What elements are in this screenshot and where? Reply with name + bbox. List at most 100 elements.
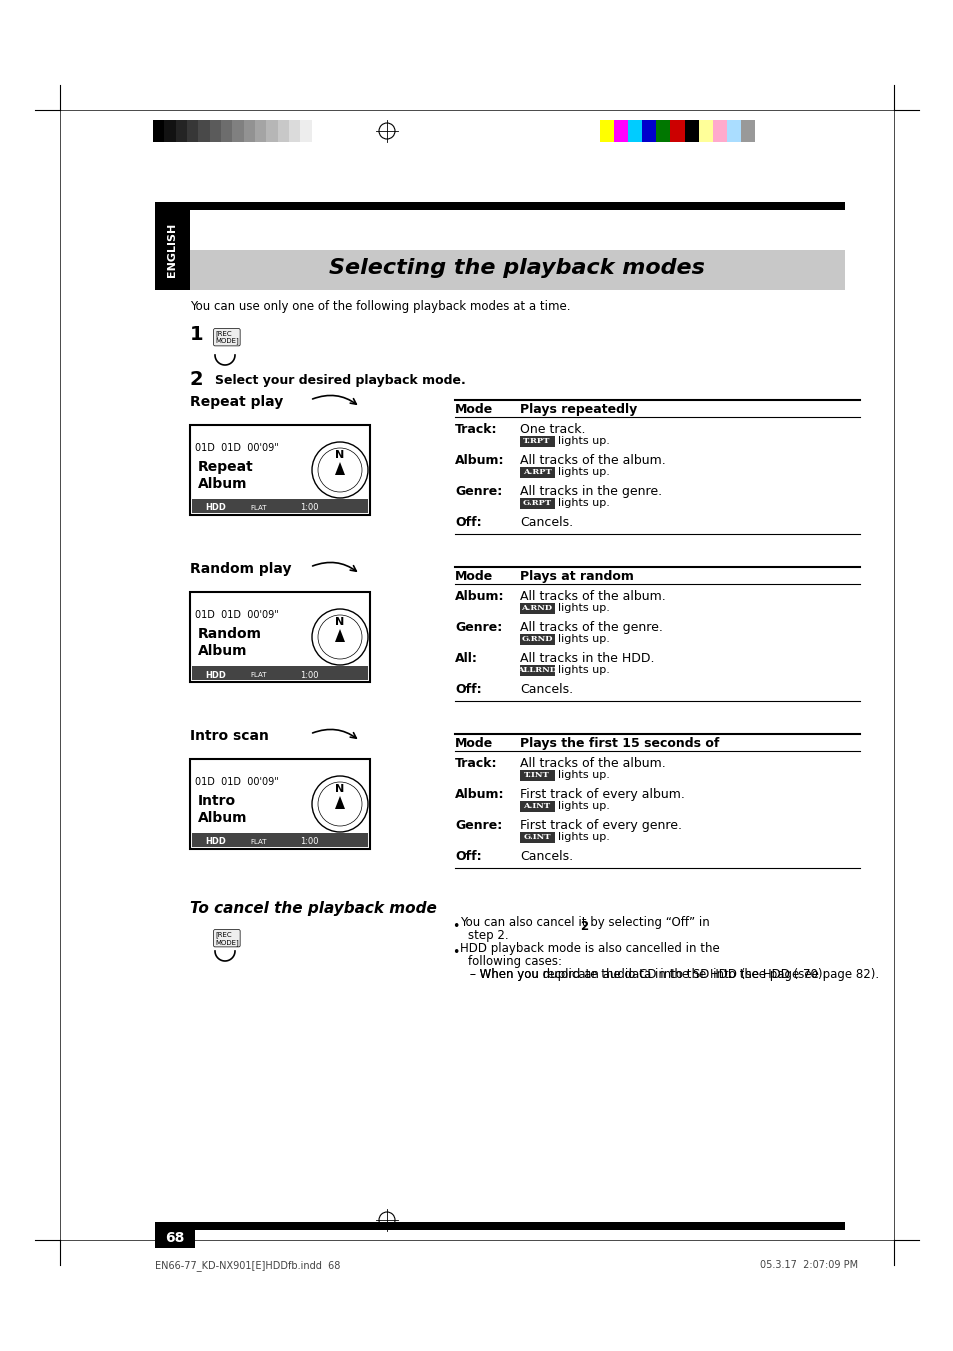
Bar	[164, 120, 175, 142]
Text: To cancel the playback mode: To cancel the playback mode	[190, 901, 436, 916]
Polygon shape	[335, 796, 345, 809]
Text: – When you record an audio CD into the HDD (see page 70).: – When you record an audio CD into the H…	[470, 969, 825, 981]
Text: G.RND: G.RND	[520, 635, 552, 643]
Bar	[300, 120, 312, 142]
Bar	[712, 120, 726, 142]
Text: 01D  01D  00'09": 01D 01D 00'09"	[194, 443, 278, 453]
Text: A.RND: A.RND	[521, 604, 552, 612]
Text: lights up.: lights up.	[558, 665, 609, 676]
Bar	[187, 120, 198, 142]
Text: HDD playback mode is also cancelled in the: HDD playback mode is also cancelled in t…	[459, 942, 719, 955]
Bar	[627, 120, 641, 142]
Text: lights up.: lights up.	[558, 499, 609, 508]
Text: FLAT: FLAT	[250, 671, 266, 678]
Bar	[190, 426, 370, 515]
Text: Repeat play: Repeat play	[190, 394, 283, 409]
Text: Album:: Album:	[455, 454, 504, 467]
Text: Mode: Mode	[455, 403, 493, 416]
Text: 01D  01D  00'09": 01D 01D 00'09"	[194, 611, 278, 620]
Text: [REC
MODE]: [REC MODE]	[214, 330, 238, 345]
Text: Mode: Mode	[455, 570, 493, 584]
Text: You can use only one of the following playback modes at a time.: You can use only one of the following pl…	[190, 300, 570, 313]
FancyBboxPatch shape	[519, 603, 555, 613]
FancyBboxPatch shape	[519, 499, 555, 509]
Text: ALLRND: ALLRND	[517, 666, 557, 674]
Text: Repeat: Repeat	[198, 459, 253, 474]
Text: lights up.: lights up.	[558, 832, 609, 842]
Text: Album: Album	[198, 644, 247, 658]
Text: lights up.: lights up.	[558, 467, 609, 477]
Bar	[312, 120, 323, 142]
Text: Genre:: Genre:	[455, 819, 501, 832]
Bar	[243, 120, 254, 142]
Bar	[233, 120, 243, 142]
Text: 1:00: 1:00	[299, 838, 318, 847]
Text: Off:: Off:	[455, 684, 481, 696]
Text: Album:: Album:	[455, 590, 504, 603]
Text: HDD: HDD	[205, 670, 226, 680]
Text: G.RPT: G.RPT	[522, 499, 551, 507]
Text: lights up.: lights up.	[558, 634, 609, 644]
Bar	[154, 1223, 844, 1229]
Text: One track.: One track.	[519, 423, 585, 436]
Text: First track of every album.: First track of every album.	[519, 788, 684, 801]
Text: •: •	[452, 920, 459, 934]
FancyBboxPatch shape	[519, 436, 555, 447]
Text: Intro scan: Intro scan	[190, 730, 269, 743]
Bar	[266, 120, 277, 142]
Bar	[210, 120, 221, 142]
Text: 1:00: 1:00	[299, 504, 318, 512]
Bar	[154, 203, 844, 209]
Text: Plays the first 15 seconds of: Plays the first 15 seconds of	[519, 738, 719, 750]
FancyBboxPatch shape	[519, 665, 555, 676]
Text: Track:: Track:	[455, 757, 497, 770]
Text: T.INT: T.INT	[523, 771, 549, 780]
Text: A.INT: A.INT	[523, 802, 550, 811]
Text: Cancels.: Cancels.	[519, 516, 573, 530]
Text: You can also cancel it by selecting “Off” in: You can also cancel it by selecting “Off…	[459, 916, 709, 929]
Text: 2: 2	[579, 920, 587, 934]
Text: 2: 2	[190, 370, 203, 389]
Bar	[684, 120, 698, 142]
Text: All:: All:	[455, 653, 477, 665]
Bar	[152, 120, 164, 142]
Text: Selecting the playback modes: Selecting the playback modes	[329, 258, 704, 278]
Text: Mode: Mode	[455, 738, 493, 750]
Bar	[656, 120, 670, 142]
Text: 1: 1	[190, 326, 203, 345]
Text: All tracks of the album.: All tracks of the album.	[519, 454, 665, 467]
Text: 05.3.17  2:07:09 PM: 05.3.17 2:07:09 PM	[760, 1260, 858, 1270]
Text: Cancels.: Cancels.	[519, 684, 573, 696]
Bar	[277, 120, 289, 142]
Text: EN66-77_KD-NX901[E]HDDfb.indd  68: EN66-77_KD-NX901[E]HDDfb.indd 68	[154, 1260, 340, 1271]
Text: lights up.: lights up.	[558, 801, 609, 811]
Bar	[190, 250, 844, 290]
Bar	[154, 1229, 194, 1248]
Bar	[740, 120, 754, 142]
Text: Random: Random	[198, 627, 262, 640]
Text: T.RPT: T.RPT	[523, 436, 550, 444]
Bar	[221, 120, 233, 142]
Text: – When you duplicate the data in the SD into the HDD (see page 82).: – When you duplicate the data in the SD …	[470, 969, 879, 981]
FancyBboxPatch shape	[519, 467, 555, 478]
FancyBboxPatch shape	[519, 634, 555, 644]
Text: Album:: Album:	[455, 788, 504, 801]
Text: Album: Album	[198, 811, 247, 825]
Bar	[641, 120, 656, 142]
Text: N: N	[335, 617, 344, 627]
Text: 68: 68	[165, 1231, 185, 1246]
Text: following cases:: following cases:	[468, 955, 561, 969]
Text: lights up.: lights up.	[558, 603, 609, 613]
FancyBboxPatch shape	[519, 832, 555, 843]
Text: Random play: Random play	[190, 562, 292, 576]
Text: •: •	[452, 946, 459, 959]
Text: All tracks of the album.: All tracks of the album.	[519, 590, 665, 603]
Polygon shape	[335, 630, 345, 642]
Text: Track:: Track:	[455, 423, 497, 436]
Text: Off:: Off:	[455, 850, 481, 863]
Polygon shape	[335, 462, 345, 476]
Text: Album: Album	[198, 477, 247, 490]
Text: Plays repeatedly: Plays repeatedly	[519, 403, 637, 416]
Text: All tracks in the HDD.: All tracks in the HDD.	[519, 653, 654, 665]
Text: FLAT: FLAT	[250, 505, 266, 511]
